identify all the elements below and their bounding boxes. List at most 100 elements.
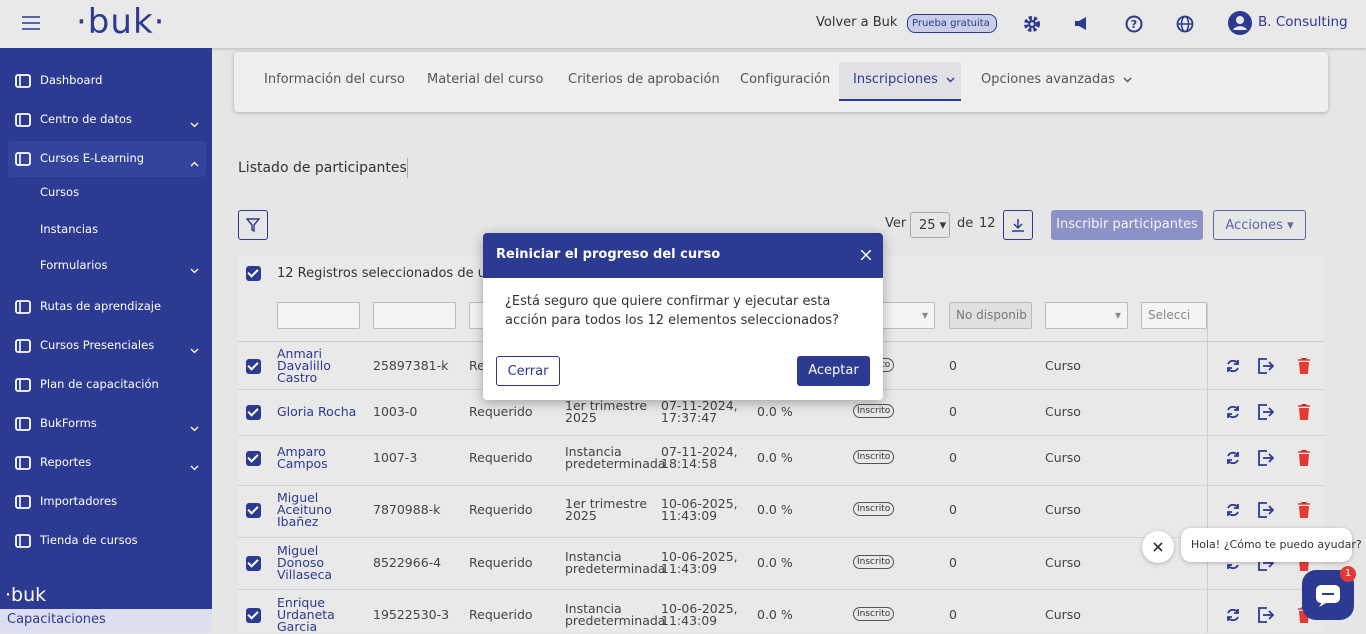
menu-item[interactable]: Importadores <box>40 494 118 508</box>
menu-item[interactable]: Tienda de cursos <box>40 533 138 547</box>
row-checkbox[interactable] <box>246 451 261 466</box>
user-name[interactable]: B. Consulting <box>1258 14 1348 30</box>
tab[interactable]: Inscripciones <box>853 72 955 87</box>
delete-icon[interactable] <box>1298 403 1310 424</box>
filter-select[interactable]: Selecci <box>1141 302 1207 329</box>
cell-name[interactable]: Gloria Rocha <box>277 404 357 419</box>
help-icon[interactable]: ? <box>1125 15 1143 33</box>
move-icon[interactable] <box>1257 607 1275 627</box>
back-link[interactable]: Volver a Buk <box>816 15 898 30</box>
cell-name[interactable]: Miguel Donoso Villaseca <box>277 543 333 582</box>
menu-icon <box>15 377 31 397</box>
menu-item[interactable]: Reportes <box>40 455 92 469</box>
cell-name[interactable]: Enrique Urdaneta Garcia <box>277 595 335 634</box>
chevron <box>190 421 199 436</box>
cell-name[interactable]: Miguel Aceituno Ibañez <box>277 490 332 529</box>
delete-icon[interactable] <box>1298 449 1310 470</box>
select-all-checkbox[interactable] <box>246 266 261 281</box>
chat-badge: 1 <box>1340 566 1356 582</box>
row-line <box>238 485 1324 486</box>
modal: Reiniciar el progreso del curso ¿Está se… <box>483 233 883 400</box>
row-checkbox[interactable] <box>246 405 261 420</box>
confirm-button[interactable]: Aceptar <box>797 356 870 386</box>
menu-item[interactable]: Formularios <box>40 258 108 272</box>
chat-message[interactable]: Hola! ¿Cómo te puedo ayudar? <box>1181 528 1362 562</box>
cell-date: 07-11-2024, 18:14:58 <box>661 444 738 471</box>
cancel-button[interactable]: Cerrar <box>496 356 560 386</box>
status-badge: Inscrito <box>853 404 895 418</box>
top-bar: ·buk· Volver a Buk Prueba gratuita ? B. … <box>0 0 1366 48</box>
actions-button[interactable]: Acciones ▾ <box>1213 210 1306 240</box>
page-size-select[interactable]: 25 ▾ <box>910 212 950 238</box>
menu-item[interactable]: Centro de datos <box>40 112 132 126</box>
modal-header <box>483 233 883 278</box>
row-checkbox[interactable] <box>246 359 261 374</box>
cell-origin: Curso <box>1045 404 1081 419</box>
reset-icon[interactable] <box>1225 607 1241 627</box>
cell-name[interactable]: Amparo Campos <box>277 444 328 471</box>
enroll-button[interactable]: Inscribir participantes <box>1051 210 1203 240</box>
reset-icon[interactable] <box>1225 404 1241 424</box>
settings-icon[interactable] <box>1023 15 1041 33</box>
modal-close[interactable] <box>861 250 871 260</box>
menu-item[interactable]: Rutas de aprendizaje <box>40 299 162 313</box>
menu-icon <box>15 416 31 436</box>
tab[interactable]: Material del curso <box>427 72 544 87</box>
trial-badge[interactable]: Prueba gratuita <box>907 14 997 33</box>
announce-icon[interactable] <box>1074 16 1092 32</box>
cell-name[interactable]: Anmari Davalillo Castro <box>277 346 331 385</box>
cell-rut: 1007-3 <box>373 450 418 465</box>
avatar[interactable] <box>1228 11 1252 35</box>
move-icon[interactable] <box>1257 502 1275 522</box>
row-line <box>238 589 1324 590</box>
language-icon[interactable] <box>1176 15 1194 33</box>
menu-item[interactable]: Plan de capacitación <box>40 377 159 391</box>
row-checkbox[interactable] <box>246 503 261 518</box>
menu-item[interactable]: Cursos Presenciales <box>40 338 155 352</box>
menu-item[interactable]: Cursos E-Learning <box>40 151 145 165</box>
logo[interactable]: ·buk· <box>76 2 166 42</box>
menu-item[interactable]: Instancias <box>40 222 99 236</box>
cell-progress: 0.0 % <box>757 450 793 465</box>
delete-icon[interactable] <box>1298 501 1310 522</box>
selection-text: 12 Registros seleccionados de un to <box>277 266 512 281</box>
status-badge: Inscrito <box>853 450 895 464</box>
reset-icon[interactable] <box>1225 450 1241 470</box>
menu-item[interactable]: BukForms <box>40 416 97 430</box>
row-checkbox[interactable] <box>246 556 261 571</box>
modal-body: ¿Está seguro que quiere confirmar y ejec… <box>505 294 839 328</box>
cell-origin: Curso <box>1045 607 1081 622</box>
move-icon[interactable] <box>1257 404 1275 424</box>
cell-date: 10-06-2025, 11:43:09 <box>661 601 738 628</box>
tab[interactable]: Configuración <box>740 72 831 87</box>
menu-icon <box>15 151 31 171</box>
cell-rut: 8522966-4 <box>373 555 442 570</box>
menu-item[interactable]: Dashboard <box>40 73 103 87</box>
tab[interactable]: Información del curso <box>264 72 405 87</box>
filter-input[interactable] <box>277 302 360 329</box>
cell-rut: 7870988-k <box>373 502 441 517</box>
filter-button[interactable] <box>238 210 268 240</box>
menu-item[interactable]: Cursos <box>40 185 80 199</box>
menu-icon <box>15 494 31 514</box>
row-checkbox[interactable] <box>246 608 261 623</box>
delete-icon[interactable] <box>1298 357 1310 378</box>
tab[interactable]: Criterios de aprobación <box>568 72 720 87</box>
filter-select[interactable]: ▾ <box>1045 302 1128 329</box>
cell-progress: 0.0 % <box>757 404 793 419</box>
filter-input[interactable] <box>373 302 456 329</box>
cell-rut: 1003-0 <box>373 404 418 419</box>
chat-dismiss[interactable] <box>1142 531 1174 563</box>
menu-icon[interactable] <box>22 16 40 30</box>
move-icon[interactable] <box>1257 450 1275 470</box>
download-button[interactable] <box>1003 210 1033 240</box>
cell-progress: 0.0 % <box>757 555 793 570</box>
chevron <box>190 156 199 171</box>
tab[interactable]: Opciones avanzadas <box>981 72 1132 87</box>
chevron <box>1123 77 1132 83</box>
reset-icon[interactable] <box>1225 358 1241 378</box>
reset-icon[interactable] <box>1225 502 1241 522</box>
move-icon[interactable] <box>1257 358 1275 378</box>
